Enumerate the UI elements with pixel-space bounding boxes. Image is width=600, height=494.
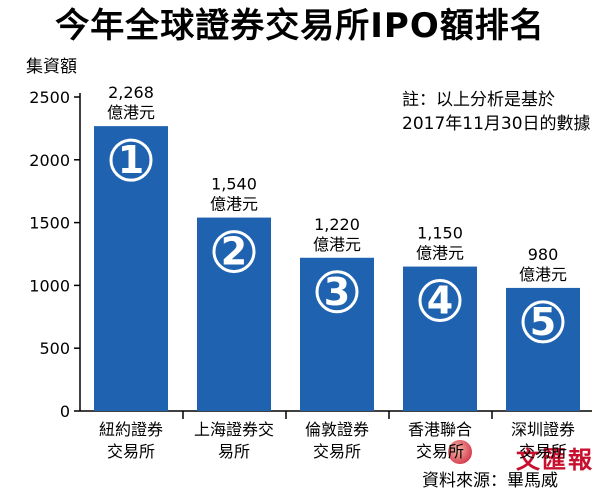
bar xyxy=(403,266,477,411)
unit-label: 億港元 xyxy=(416,244,464,263)
bar xyxy=(94,126,168,412)
rank-circle xyxy=(521,300,565,344)
rank-number: 5 xyxy=(530,300,556,344)
bar xyxy=(197,217,271,411)
bar xyxy=(506,287,580,411)
logo-icon xyxy=(448,440,472,464)
data-label: 1,540 xyxy=(211,175,257,194)
category-label: 交易所 xyxy=(107,442,155,461)
category-label: 交易所 xyxy=(416,442,464,461)
source-label: 資料來源：畢馬威 xyxy=(422,471,558,491)
y-tick-label: 1500 xyxy=(29,214,70,233)
rank-circle xyxy=(212,230,256,274)
rank-circle xyxy=(109,138,153,182)
rank-circle xyxy=(418,279,462,323)
category-label: 交易所 xyxy=(313,442,361,461)
category-label: 交易所 xyxy=(519,442,567,461)
category-label: 倫敦證券 xyxy=(305,420,369,439)
y-tick-label: 2500 xyxy=(29,88,70,107)
y-tick-label: 0 xyxy=(60,402,70,421)
y-tick-label: 1000 xyxy=(29,276,70,295)
data-label: 1,220 xyxy=(314,215,360,234)
category-label: 深圳證券 xyxy=(511,420,575,439)
data-label: 2,268 xyxy=(108,83,154,102)
unit-label: 億港元 xyxy=(313,235,361,254)
rank-circle xyxy=(315,270,359,314)
chart-title: 今年全球證券交易所IPO額排名 xyxy=(0,2,600,50)
unit-label: 億港元 xyxy=(107,103,155,122)
bar xyxy=(300,257,374,411)
category-label: 上海證券交 xyxy=(194,420,274,439)
category-label: 紐約證券 xyxy=(99,420,163,439)
y-tick-label: 500 xyxy=(39,339,70,358)
unit-label: 億港元 xyxy=(210,195,258,214)
rank-number: 2 xyxy=(221,230,247,274)
data-label: 980 xyxy=(528,245,559,264)
rank-number: 3 xyxy=(324,270,350,314)
category-label: 香港聯合 xyxy=(408,420,472,439)
publisher-logo: 文匯報 xyxy=(516,445,594,474)
chart-note: 註：以上分析是基於 2017年11月30日的數據 xyxy=(402,90,591,134)
y-axis-label: 集資額 xyxy=(26,57,77,77)
data-label: 1,150 xyxy=(417,224,463,243)
unit-label: 億港元 xyxy=(519,265,567,284)
y-tick-label: 2000 xyxy=(29,151,70,170)
rank-number: 1 xyxy=(118,138,144,182)
category-label: 易所 xyxy=(218,442,250,461)
rank-number: 4 xyxy=(427,279,453,323)
